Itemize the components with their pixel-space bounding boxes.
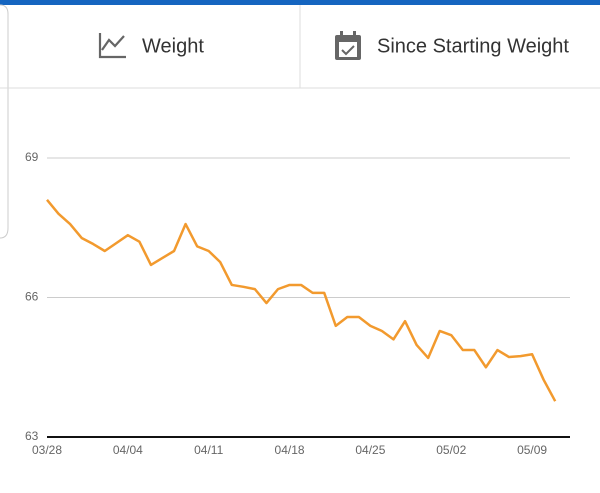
top-bar (0, 0, 600, 5)
y-tick-label: 69 (25, 150, 39, 164)
side-panel-edge (0, 4, 9, 239)
calendar-ring (340, 31, 343, 37)
calendar-icon-face (339, 42, 357, 57)
x-tick-label: 04/25 (355, 443, 385, 457)
check-icon (341, 45, 355, 56)
x-tick-label: 04/04 (113, 443, 143, 457)
calendar-ring (353, 31, 356, 37)
y-tick-label: 63 (25, 429, 39, 443)
x-tick-label: 03/28 (32, 443, 62, 457)
x-tick-label: 04/18 (275, 443, 305, 457)
y-tick-label: 66 (25, 290, 39, 304)
tab-weight[interactable]: Weight (98, 33, 204, 59)
tab-label: Weight (142, 35, 204, 57)
chart-icon (98, 33, 126, 59)
tab-label: Since Starting Weight (377, 35, 569, 57)
x-tick-label: 05/02 (436, 443, 466, 457)
tab-since-start[interactable]: Since Starting Weight (335, 31, 569, 60)
x-tick-label: 04/11 (194, 443, 223, 457)
weight-line (46, 199, 557, 402)
x-tick-label: 05/09 (517, 443, 547, 457)
